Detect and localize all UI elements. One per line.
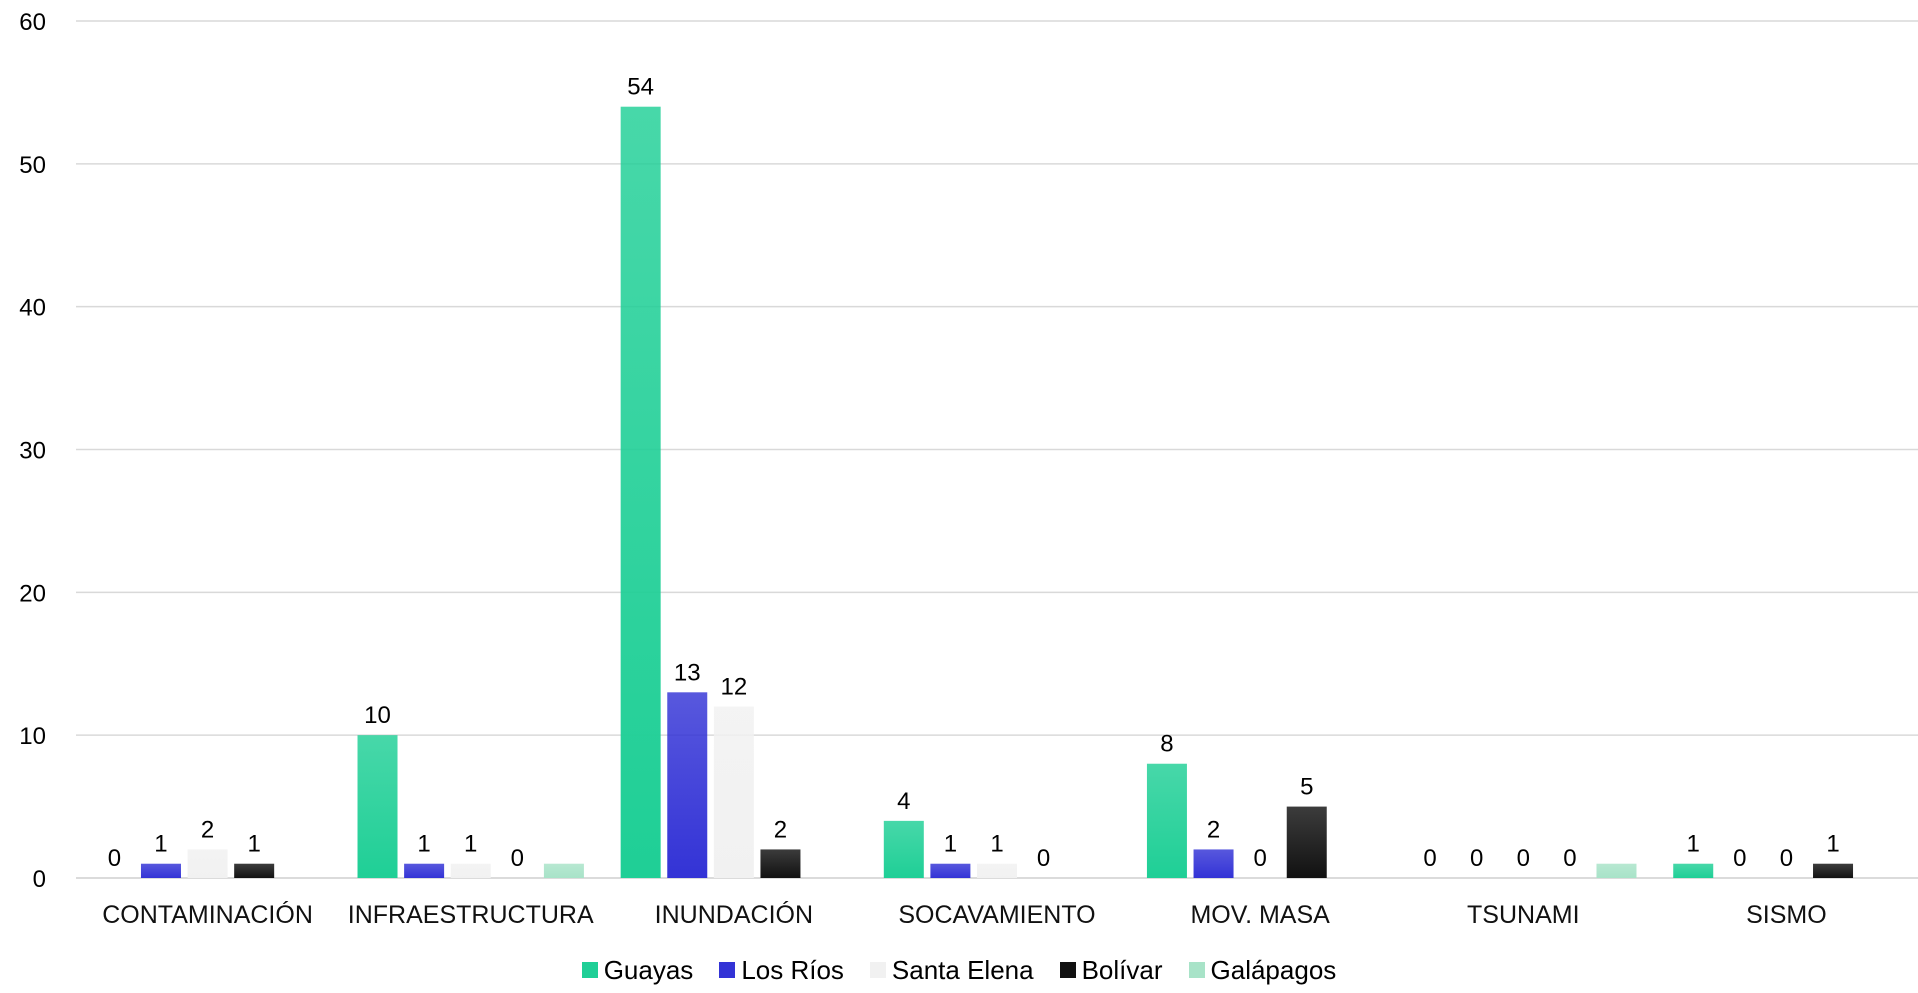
legend-item: Los Ríos <box>719 955 844 986</box>
legend-label: Los Ríos <box>741 954 844 985</box>
legend-swatch <box>1188 962 1205 978</box>
bar <box>760 849 801 878</box>
legend-label: Bolívar <box>1081 954 1163 985</box>
y-tick-label: 60 <box>19 9 46 36</box>
bar <box>357 735 398 878</box>
legend-label: Guayas <box>603 954 694 985</box>
y-tick-label: 0 <box>33 866 46 893</box>
data-label: 0 <box>511 845 524 872</box>
legend-swatch <box>719 962 736 978</box>
legend-item: Galápagos <box>1188 954 1337 986</box>
y-tick-label: 10 <box>19 723 46 750</box>
data-label: 1 <box>247 831 260 858</box>
data-label: 2 <box>201 816 214 843</box>
x-tick-label: CONTAMINACIÓN <box>102 900 313 929</box>
bar <box>883 820 924 878</box>
legend-swatch <box>581 962 598 978</box>
x-tick-label: SISMO <box>1746 901 1827 929</box>
legend-label: Santa Elena <box>891 954 1034 985</box>
data-label: 0 <box>108 845 121 872</box>
x-tick-label: INUNDACIÓN <box>655 900 813 929</box>
data-label: 13 <box>674 659 701 686</box>
bar <box>620 106 661 878</box>
bar <box>1813 863 1854 878</box>
data-label: 0 <box>1517 845 1530 872</box>
data-label: 0 <box>1563 845 1576 872</box>
data-label: 0 <box>1470 845 1483 872</box>
data-label: 4 <box>897 788 910 815</box>
y-tick-label: 20 <box>19 580 46 607</box>
y-axis-ticks: 0 10 20 30 40 50 60 <box>19 9 46 893</box>
bar <box>667 692 708 878</box>
data-label: 0 <box>1780 845 1793 872</box>
data-label: 1 <box>1826 831 1839 858</box>
bar <box>140 863 181 878</box>
gridlines <box>76 20 1918 879</box>
data-label: 1 <box>464 831 477 858</box>
y-tick-label: 40 <box>19 295 46 322</box>
bar <box>1286 806 1327 878</box>
bar <box>404 863 445 878</box>
data-label: 1 <box>990 831 1003 858</box>
data-label: 1 <box>1687 831 1700 858</box>
bar <box>1146 763 1187 878</box>
legend-label: Galápagos <box>1210 954 1337 985</box>
y-tick-label: 30 <box>19 438 46 465</box>
bar <box>1193 849 1234 878</box>
bar <box>930 863 971 878</box>
legend: Guayas Los Ríos Santa Elena Bolívar Galápago… <box>0 953 1918 987</box>
data-label: 1 <box>944 831 957 858</box>
x-tick-label: INFRAESTRUCTURA <box>348 901 594 929</box>
bars <box>140 106 1854 878</box>
x-axis-ticks: CONTAMINACIÓN INFRAESTRUCTURA INUNDACIÓN SO… <box>102 900 1826 929</box>
bar <box>234 863 275 878</box>
data-label: 2 <box>1207 816 1220 843</box>
bar <box>977 863 1017 878</box>
data-label: 10 <box>364 702 391 729</box>
x-tick-label: TSUNAMI <box>1467 901 1580 929</box>
bar <box>543 863 584 878</box>
data-label: 0 <box>1733 845 1746 872</box>
bar <box>450 863 491 878</box>
legend-swatch <box>869 962 886 978</box>
data-label: 0 <box>1253 845 1266 872</box>
bar <box>1673 863 1714 878</box>
data-label: 8 <box>1160 731 1173 758</box>
legend-item: Santa Elena <box>869 954 1034 986</box>
data-label: 0 <box>1037 845 1050 872</box>
data-label: 5 <box>1300 774 1313 801</box>
data-label: 1 <box>417 831 430 858</box>
bar <box>713 706 754 878</box>
data-label: 2 <box>774 816 787 843</box>
data-label: 0 <box>1423 845 1436 872</box>
bar <box>187 849 228 878</box>
legend-swatch <box>1059 962 1076 978</box>
data-label: 54 <box>627 74 654 101</box>
x-tick-label: MOV. MASA <box>1190 901 1330 929</box>
data-label: 12 <box>721 674 748 701</box>
legend-item: Bolívar <box>1059 954 1163 986</box>
bar <box>1596 863 1637 878</box>
x-tick-label: SOCAVAMIENTO <box>898 901 1095 929</box>
data-label: 1 <box>154 831 167 858</box>
legend-item: Guayas <box>581 954 694 986</box>
y-tick-label: 50 <box>19 152 46 179</box>
